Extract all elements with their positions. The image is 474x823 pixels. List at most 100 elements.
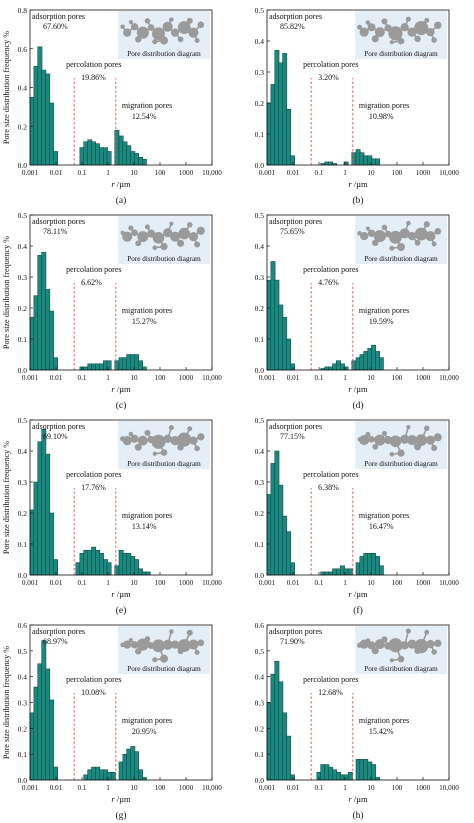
x-tick-label: 1000 (416, 169, 431, 177)
pore-body-8 (425, 435, 436, 445)
pore-body-13 (381, 18, 388, 25)
bar (37, 255, 43, 371)
pore-body-7 (178, 227, 191, 240)
bar (91, 546, 97, 576)
y-tick-label: 0.0 (255, 366, 265, 375)
pore-distribution-inset: Pore distribution diagram (355, 11, 447, 59)
pore-body-17 (152, 451, 157, 456)
bar (266, 702, 272, 781)
pore-body-15 (365, 638, 371, 643)
pore-body-0 (122, 231, 133, 242)
bar (106, 151, 112, 166)
pore-body-15 (365, 226, 370, 231)
pore-body-8 (188, 639, 199, 650)
pore-body-2 (374, 434, 386, 446)
migration-label: migration pores (122, 101, 172, 110)
y-tick-label: 0.5 (255, 211, 265, 220)
y-tick-label: 0.1 (255, 130, 265, 139)
y-tick-label: 0.1 (255, 540, 265, 549)
pore-body-5 (163, 228, 173, 238)
migration-percent: 12.54% (132, 112, 157, 121)
pore-body-11 (397, 449, 405, 457)
bar (274, 50, 280, 166)
bar (45, 453, 51, 576)
pore-body-16 (168, 425, 174, 431)
pore-body-18 (431, 444, 438, 451)
adsorption-percent: 69.10% (43, 432, 68, 441)
chart-panel-b: Pore distribution diagram adsorption pore… (237, 2, 474, 207)
y-axis-title: Pore size distribution frequency % (2, 646, 11, 759)
bar (286, 735, 292, 781)
y-tick-label: 0.6 (255, 621, 265, 630)
pore-body-0 (360, 231, 369, 241)
bar (83, 774, 89, 781)
bar (290, 562, 295, 576)
x-tick-label: 0.001 (22, 579, 39, 587)
bar (110, 772, 116, 781)
x-axis-unit: /µm (354, 179, 368, 189)
percolation-label: percolation pores (66, 265, 121, 274)
chart-svg-b: Pore distribution diagram adsorption pore… (255, 6, 460, 206)
bar (83, 141, 89, 166)
pore-body-5 (400, 641, 409, 650)
pore-body-17 (389, 40, 394, 45)
pore-body-2 (137, 231, 149, 243)
y-tick-label: 0.4 (18, 447, 28, 456)
x-tick-label: 0.001 (259, 784, 276, 792)
pore-body-2 (136, 638, 149, 651)
bar (126, 145, 132, 166)
chart-panel-c: Pore distribution diagram adsorption pore… (0, 207, 237, 412)
bar (378, 357, 384, 371)
pore-body-14 (424, 17, 430, 23)
y-tick-label: 0.2 (18, 724, 28, 733)
inset-caption: Pore distribution diagram (127, 460, 201, 468)
y-tick-label: 0.4 (255, 37, 265, 46)
y-tick-label: 0.2 (255, 304, 265, 313)
bars-h (266, 660, 381, 781)
bar (320, 764, 326, 781)
panel-label: (d) (352, 400, 363, 411)
y-axis-title: Pore size distribution frequency % (2, 441, 11, 554)
pore-body-16 (405, 628, 411, 634)
x-tick-label: 0.01 (287, 374, 300, 382)
pore-distribution-inset: Pore distribution diagram (118, 626, 210, 674)
pore-body-6 (170, 640, 180, 649)
percolation-label: percolation pores (303, 60, 358, 69)
plot-frame (266, 9, 450, 166)
x-tick-label: 1 (106, 169, 110, 177)
x-tick-label: 0.01 (50, 579, 63, 587)
percolation-label: percolation pores (303, 675, 358, 684)
pore-body-4 (388, 638, 403, 653)
x-axis-unit: /µm (117, 179, 131, 189)
pore-body-0 (359, 435, 370, 446)
pore-body-8 (425, 231, 436, 242)
migration-percent: 16.47% (369, 522, 394, 531)
pore-body-4 (152, 232, 165, 244)
bar (371, 344, 376, 371)
bar (363, 553, 369, 576)
pore-network-illustration (120, 221, 205, 251)
pore-body-15 (128, 638, 133, 643)
adsorption-label: adsorption pores (269, 422, 322, 431)
pore-body-15 (128, 19, 133, 25)
x-tick-label: 1000 (179, 169, 194, 177)
pore-body-2 (136, 26, 149, 39)
pore-body-4 (151, 434, 166, 449)
pore-body-17 (152, 657, 158, 663)
pore-body-14 (424, 629, 430, 635)
x-tick-label: 10,000 (202, 169, 222, 177)
x-tick-label: 0.001 (22, 374, 39, 382)
x-tick-label: 0.1 (315, 169, 324, 177)
pore-body-1 (130, 641, 139, 649)
bar (45, 73, 51, 166)
x-tick-label: 0.01 (50, 784, 63, 792)
chart-svg-e: Pore distribution diagram adsorption pore… (2, 416, 222, 616)
adsorption-label: adsorption pores (32, 422, 85, 431)
adsorption-percent: 67.60% (43, 22, 68, 31)
pore-body-19 (120, 24, 125, 30)
x-axis-symbol: r (348, 794, 353, 804)
y-tick-label: 0.0 (255, 571, 265, 580)
y-tick-label: 0.0 (255, 161, 265, 170)
pore-body-1 (368, 435, 375, 443)
x-tick-label: 100 (155, 579, 166, 587)
